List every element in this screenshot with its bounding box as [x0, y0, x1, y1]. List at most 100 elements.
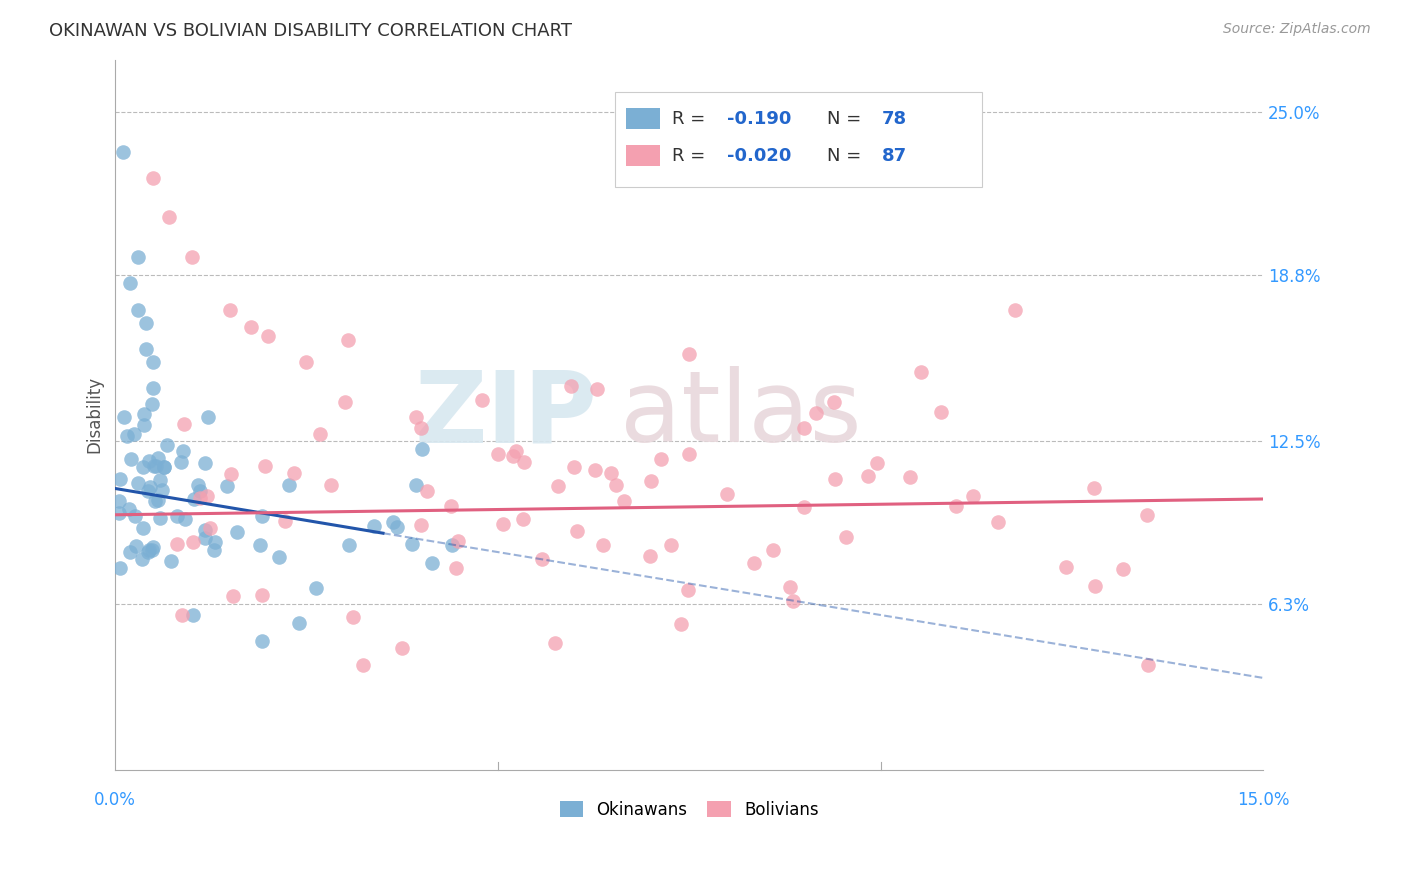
Point: [108, 494, 131, 508]
Point: [1084, 579, 1107, 593]
Point: [565, 524, 588, 538]
Point: [252, 588, 274, 602]
Point: [134, 408, 156, 422]
Point: [187, 477, 209, 491]
Point: [202, 543, 225, 558]
Point: [945, 499, 967, 513]
Point: [405, 477, 427, 491]
Point: [962, 489, 984, 503]
Point: [440, 500, 463, 514]
Point: [221, 467, 243, 481]
Point: [141, 542, 163, 557]
Point: [250, 634, 273, 648]
Point: [173, 417, 195, 432]
Point: [117, 429, 139, 443]
Point: [197, 489, 219, 503]
Point: [152, 483, 174, 497]
Text: OKINAWAN VS BOLIVIAN DISABILITY CORRELATION CHART: OKINAWAN VS BOLIVIAN DISABILITY CORRELAT…: [49, 22, 572, 40]
Point: [249, 538, 271, 552]
Point: [583, 463, 606, 477]
Point: [125, 539, 148, 553]
Point: [547, 479, 569, 493]
Point: [586, 382, 609, 396]
Point: [659, 538, 682, 552]
Point: [779, 580, 801, 594]
Point: [152, 460, 174, 475]
Point: [252, 508, 274, 523]
Point: [1136, 508, 1159, 523]
Point: [136, 545, 159, 559]
Point: [142, 459, 165, 474]
Point: [132, 521, 155, 535]
Point: [221, 589, 243, 603]
Point: [1054, 560, 1077, 574]
Legend: Okinawans, Bolivians: Okinawans, Bolivians: [553, 794, 825, 826]
Point: [120, 277, 142, 291]
Point: [1137, 657, 1160, 672]
Point: [381, 515, 404, 529]
Point: [194, 531, 217, 545]
Point: [253, 459, 276, 474]
Point: [170, 455, 193, 469]
Point: [387, 520, 409, 534]
Point: [530, 551, 553, 566]
Point: [342, 610, 364, 624]
Point: [181, 608, 204, 623]
Point: [135, 342, 157, 356]
Point: [204, 534, 226, 549]
Point: [486, 447, 509, 461]
Point: [560, 379, 582, 393]
Text: N =: N =: [827, 146, 868, 164]
Point: [762, 543, 785, 558]
Point: [502, 449, 524, 463]
Point: [132, 418, 155, 433]
Point: [166, 508, 188, 523]
Point: [180, 250, 202, 264]
Point: [112, 410, 135, 425]
Point: [782, 594, 804, 608]
Point: [505, 444, 527, 458]
Point: [678, 582, 700, 597]
Point: [226, 524, 249, 539]
Point: [152, 460, 174, 475]
Point: [157, 211, 180, 225]
FancyBboxPatch shape: [626, 108, 661, 129]
Point: [139, 480, 162, 494]
Point: [856, 469, 879, 483]
Point: [305, 581, 328, 595]
Point: [277, 477, 299, 491]
Point: [108, 561, 131, 575]
Point: [363, 519, 385, 533]
Point: [146, 493, 169, 508]
Point: [866, 457, 889, 471]
Point: [127, 475, 149, 490]
Text: 0.0%: 0.0%: [94, 791, 136, 809]
Point: [194, 523, 217, 537]
Point: [215, 479, 238, 493]
Point: [447, 533, 470, 548]
Point: [420, 557, 443, 571]
Point: [118, 501, 141, 516]
Point: [188, 484, 211, 499]
Point: [118, 545, 141, 559]
Point: [1112, 562, 1135, 576]
Point: [188, 491, 211, 506]
FancyBboxPatch shape: [614, 92, 981, 187]
Point: [181, 534, 204, 549]
Text: 15.0%: 15.0%: [1237, 791, 1289, 809]
Text: R =: R =: [672, 110, 711, 128]
Point: [183, 491, 205, 506]
Point: [910, 365, 932, 379]
Point: [416, 483, 439, 498]
Point: [143, 493, 166, 508]
Text: N =: N =: [827, 110, 868, 128]
Point: [136, 484, 159, 499]
Point: [512, 512, 534, 526]
Point: [146, 450, 169, 465]
Point: [194, 456, 217, 470]
Point: [142, 171, 165, 186]
Point: [132, 459, 155, 474]
Point: [824, 472, 846, 486]
Point: [124, 508, 146, 523]
Point: [804, 406, 827, 420]
